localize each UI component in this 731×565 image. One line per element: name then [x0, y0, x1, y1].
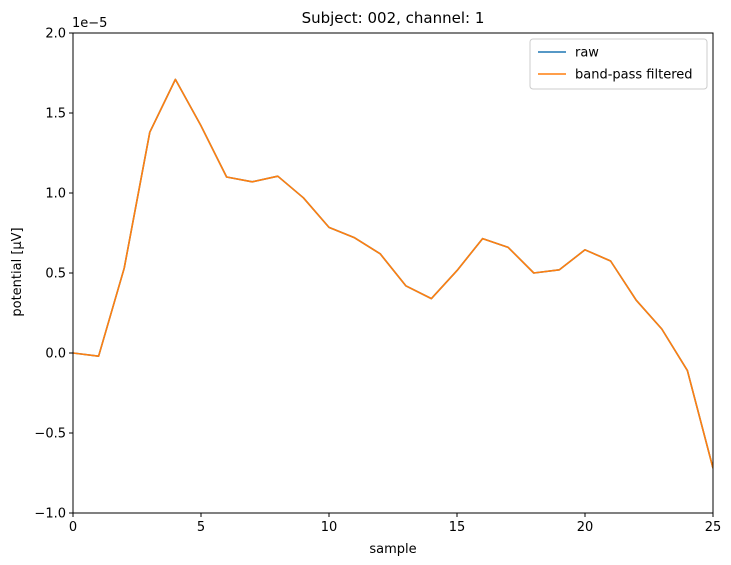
legend-entry-1: band-pass filtered: [575, 68, 693, 83]
x-tick-label: 15: [449, 520, 466, 535]
y-tick-label: 0.5: [45, 267, 66, 282]
y-tick-label: 0.0: [45, 347, 66, 362]
x-tick-label: 10: [321, 520, 338, 535]
legend: raw band-pass filtered: [529, 38, 708, 90]
x-axis-label: sample: [369, 542, 416, 557]
x-tick-label: 0: [69, 520, 77, 535]
y-offset-label: 1e−5: [72, 16, 107, 31]
chart-title: Subject: 002, channel: 1: [302, 9, 485, 27]
series-line-0: [73, 78, 713, 469]
y-axis-label: potential [µV]: [10, 227, 25, 316]
y-tick-label: −0.5: [34, 427, 66, 442]
legend-box: [529, 38, 708, 90]
x-tick-label: 5: [197, 520, 205, 535]
plot-area: 0 5 10 15 20 25 −1.0 −0.5 0.0 0.5 1.0 1.5 2.0 raw band…: [34, 27, 721, 536]
y-tick-label: 1.5: [45, 107, 66, 122]
y-tick-label: 2.0: [45, 27, 66, 42]
y-tick-label: −1.0: [34, 507, 66, 522]
legend-entry-0: raw: [575, 46, 599, 61]
x-tick-label: 20: [577, 520, 594, 535]
x-tick-label: 25: [705, 520, 722, 535]
series-line-1: [73, 78, 713, 469]
axes-frame: [72, 32, 714, 514]
y-tick-label: 1.0: [45, 187, 66, 202]
